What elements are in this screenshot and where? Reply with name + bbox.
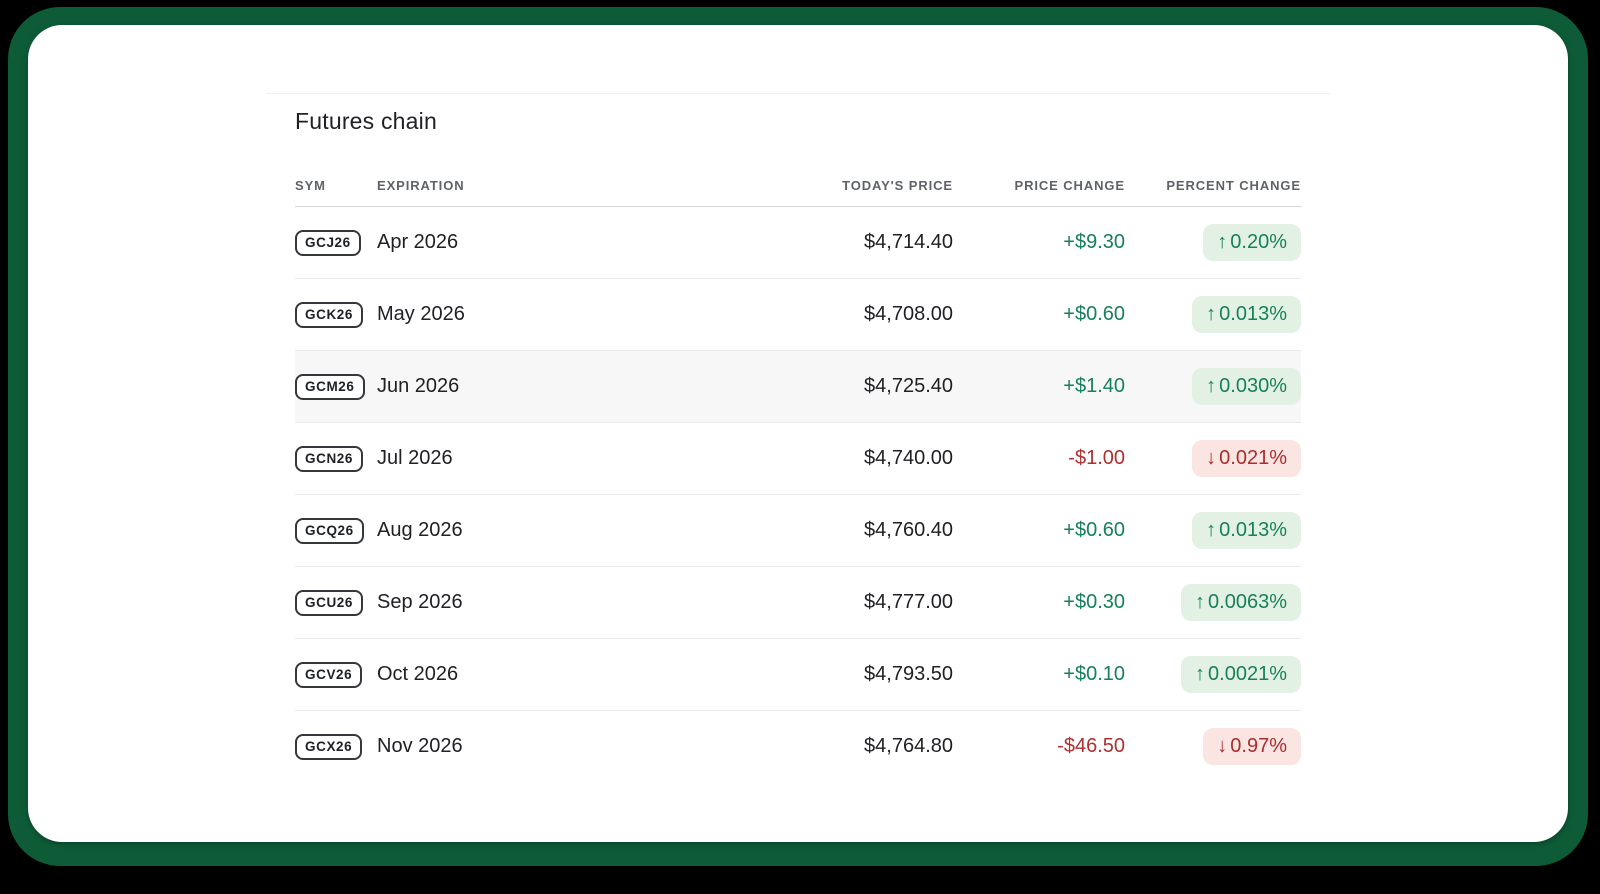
table-row[interactable]: GCU26 Sep 2026 $4,777.00 +$0.30 ↑ 0.0063… (295, 567, 1301, 640)
table-row[interactable]: GCJ26 Apr 2026 $4,714.40 +$9.30 ↑ 0.20% (295, 207, 1301, 280)
percent-change-cell: ↑ 0.013% (1125, 296, 1301, 334)
todays-price-cell: $4,777.00 (864, 591, 953, 614)
table-row[interactable]: GCQ26 Aug 2026 $4,760.40 +$0.60 ↑ 0.013% (295, 495, 1301, 568)
price-change-cell: +$0.30 (1063, 591, 1125, 614)
todays-price-cell: $4,708.00 (864, 303, 953, 326)
symbol-badge[interactable]: GCM26 (295, 373, 365, 400)
table-row[interactable]: GCK26 May 2026 $4,708.00 +$0.60 ↑ 0.013% (295, 279, 1301, 352)
content-card: Futures chain SYM EXPIRATION TODAY'S PRI… (28, 25, 1568, 842)
price-change-cell: -$46.50 (1057, 735, 1125, 758)
trend-arrow-icon: ↓ (1206, 447, 1217, 470)
todays-price-cell: $4,760.40 (864, 519, 953, 542)
expiration-cell: Jul 2026 (377, 447, 453, 470)
percent-badge: ↓ 0.97% (1203, 728, 1301, 766)
expiration-cell: Aug 2026 (377, 519, 463, 542)
table-row[interactable]: GCX26 Nov 2026 $4,764.80 -$46.50 ↓ 0.97% (295, 711, 1301, 782)
symbol-badge[interactable]: GCJ26 (295, 229, 361, 256)
todays-price-cell: $4,740.00 (864, 447, 953, 470)
table-body: GCJ26 Apr 2026 $4,714.40 +$9.30 ↑ 0.20% … (295, 207, 1301, 782)
trend-arrow-icon: ↑ (1217, 231, 1228, 254)
expiration-cell: Oct 2026 (377, 663, 459, 686)
percent-change-cell: ↑ 0.030% (1125, 368, 1301, 406)
percent-value: 0.030% (1219, 375, 1287, 398)
price-change-cell: +$1.40 (1063, 375, 1125, 398)
percent-value: 0.021% (1219, 447, 1287, 470)
sym-cell: GCN26 (295, 445, 377, 472)
percent-value: 0.20% (1230, 231, 1287, 254)
expiration-cell: Sep 2026 (377, 591, 463, 614)
sym-cell: GCM26 (295, 373, 377, 400)
page-title: Futures chain (295, 108, 437, 134)
percent-change-cell: ↑ 0.0021% (1125, 656, 1301, 694)
expiration-cell: May 2026 (377, 303, 465, 326)
symbol-badge[interactable]: GCK26 (295, 301, 364, 328)
sym-cell: GCX26 (295, 733, 377, 760)
price-change-cell: -$1.00 (1068, 447, 1125, 470)
percent-change-cell: ↑ 0.20% (1125, 224, 1301, 262)
sym-cell: GCV26 (295, 661, 377, 688)
percent-value: 0.0021% (1208, 663, 1287, 686)
todays-price-cell: $4,714.40 (864, 231, 953, 254)
percent-badge: ↑ 0.013% (1192, 296, 1301, 334)
table-row[interactable]: GCN26 Jul 2026 $4,740.00 -$1.00 ↓ 0.021% (295, 423, 1301, 496)
symbol-badge[interactable]: GCQ26 (295, 517, 364, 544)
trend-arrow-icon: ↑ (1206, 375, 1217, 398)
trend-arrow-icon: ↑ (1206, 519, 1217, 542)
todays-price-cell: $4,764.80 (864, 735, 953, 758)
percent-value: 0.0063% (1208, 591, 1287, 614)
table-row[interactable]: GCM26 Jun 2026 $4,725.40 +$1.40 ↑ 0.030% (295, 351, 1301, 424)
sym-cell: GCQ26 (295, 517, 377, 544)
percent-value: 0.97% (1230, 735, 1287, 758)
percent-badge: ↑ 0.030% (1192, 368, 1301, 406)
sym-cell: GCU26 (295, 589, 377, 616)
symbol-badge[interactable]: GCN26 (295, 445, 364, 472)
app-frame: Futures chain SYM EXPIRATION TODAY'S PRI… (8, 7, 1588, 866)
price-change-cell: +$9.30 (1063, 231, 1125, 254)
column-header-expiration: EXPIRATION (377, 178, 465, 194)
symbol-badge[interactable]: GCV26 (295, 661, 363, 688)
symbol-badge[interactable]: GCU26 (295, 589, 364, 616)
percent-badge: ↑ 0.013% (1192, 512, 1301, 550)
expiration-cell: Apr 2026 (377, 231, 459, 254)
percent-badge: ↓ 0.021% (1192, 440, 1301, 478)
price-change-cell: +$0.60 (1063, 519, 1125, 542)
sym-cell: GCJ26 (295, 229, 377, 256)
trend-arrow-icon: ↓ (1217, 735, 1228, 758)
expiration-cell: Jun 2026 (377, 375, 460, 398)
table-row[interactable]: GCV26 Oct 2026 $4,793.50 +$0.10 ↑ 0.0021… (295, 639, 1301, 712)
column-header-sym: SYM (295, 178, 326, 194)
percent-badge: ↑ 0.0021% (1181, 656, 1301, 694)
price-change-cell: +$0.60 (1063, 303, 1125, 326)
price-change-cell: +$0.10 (1063, 663, 1125, 686)
percent-change-cell: ↑ 0.0063% (1125, 584, 1301, 622)
sym-cell: GCK26 (295, 301, 377, 328)
trend-arrow-icon: ↑ (1195, 663, 1206, 686)
column-header-percent-change: PERCENT CHANGE (1166, 178, 1301, 194)
todays-price-cell: $4,725.40 (864, 375, 953, 398)
percent-value: 0.013% (1219, 303, 1287, 326)
percent-badge: ↑ 0.0063% (1181, 584, 1301, 622)
percent-change-cell: ↓ 0.021% (1125, 440, 1301, 478)
table-header-row: SYM EXPIRATION TODAY'S PRICE PRICE CHANG… (295, 154, 1301, 208)
percent-badge: ↑ 0.20% (1203, 224, 1301, 262)
column-header-todays-price: TODAY'S PRICE (842, 178, 953, 194)
percent-value: 0.013% (1219, 519, 1287, 542)
percent-change-cell: ↑ 0.013% (1125, 512, 1301, 550)
trend-arrow-icon: ↑ (1206, 303, 1217, 326)
futures-chain-section: Futures chain SYM EXPIRATION TODAY'S PRI… (266, 93, 1330, 782)
percent-change-cell: ↓ 0.97% (1125, 728, 1301, 766)
trend-arrow-icon: ↑ (1195, 591, 1206, 614)
todays-price-cell: $4,793.50 (864, 663, 953, 686)
expiration-cell: Nov 2026 (377, 735, 463, 758)
column-header-price-change: PRICE CHANGE (1014, 178, 1125, 194)
symbol-badge[interactable]: GCX26 (295, 733, 363, 760)
